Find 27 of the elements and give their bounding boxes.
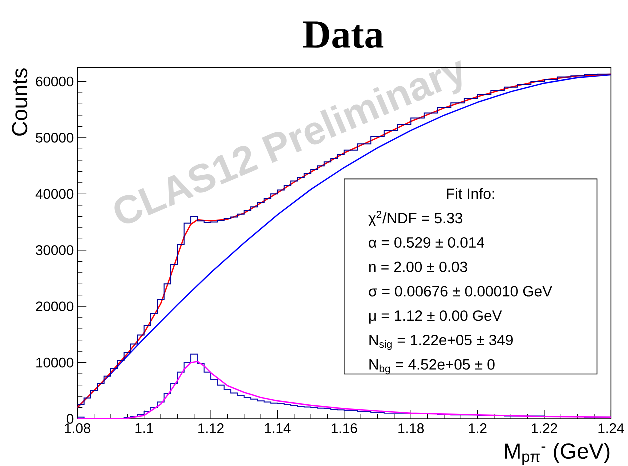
y-tick-label: 40000 — [36, 189, 74, 200]
annotation: χ$^{2}$/NDF = 5.33 — [368, 211, 463, 227]
y-tick-label: 30000 — [36, 246, 74, 256]
annotation: α = 0.529 ± 0.014 — [369, 238, 484, 248]
annotation: μ = 1.12 ± 0.00 GeV — [370, 310, 502, 324]
annotation: N$_{bg}$ = 4.52e+05 ± 0 — [370, 359, 495, 375]
x-tick-label: 1.1 — [136, 424, 154, 434]
y-axis-title: Counts — [12, 68, 28, 136]
chart-title: Data — [303, 22, 384, 48]
annotation: Fit Info: — [447, 188, 494, 200]
x-tick-label: 1.16 — [332, 424, 358, 434]
x-tick-label: 1.18 — [398, 424, 424, 434]
y-tick-label: 20000 — [36, 302, 74, 312]
x-tick-label: 1.12 — [198, 424, 224, 434]
x-axis-title: M$_{pπ}$$^{-}$ (GeV) — [505, 443, 610, 466]
annotation: n = 2.00 ± 0.03 — [369, 262, 468, 272]
y-tick-label: 0 — [66, 414, 74, 424]
annotation: σ = 0.00676 ± 0.00010 GeV — [369, 286, 552, 297]
y-tick-label: 50000 — [36, 133, 74, 143]
x-tick-label: 1.22 — [532, 424, 558, 434]
y-tick-label: 10000 — [36, 358, 74, 368]
x-tick-label: 1.24 — [598, 424, 624, 434]
x-tick-label: 1.08 — [65, 424, 91, 434]
y-tick-label: 60000 — [36, 76, 74, 87]
x-tick-label: 1.2 — [469, 424, 487, 434]
x-tick-label: 1.14 — [265, 424, 291, 434]
annotation: N$_{sig}$ = 1.22e+05 ± 349 — [370, 335, 513, 350]
